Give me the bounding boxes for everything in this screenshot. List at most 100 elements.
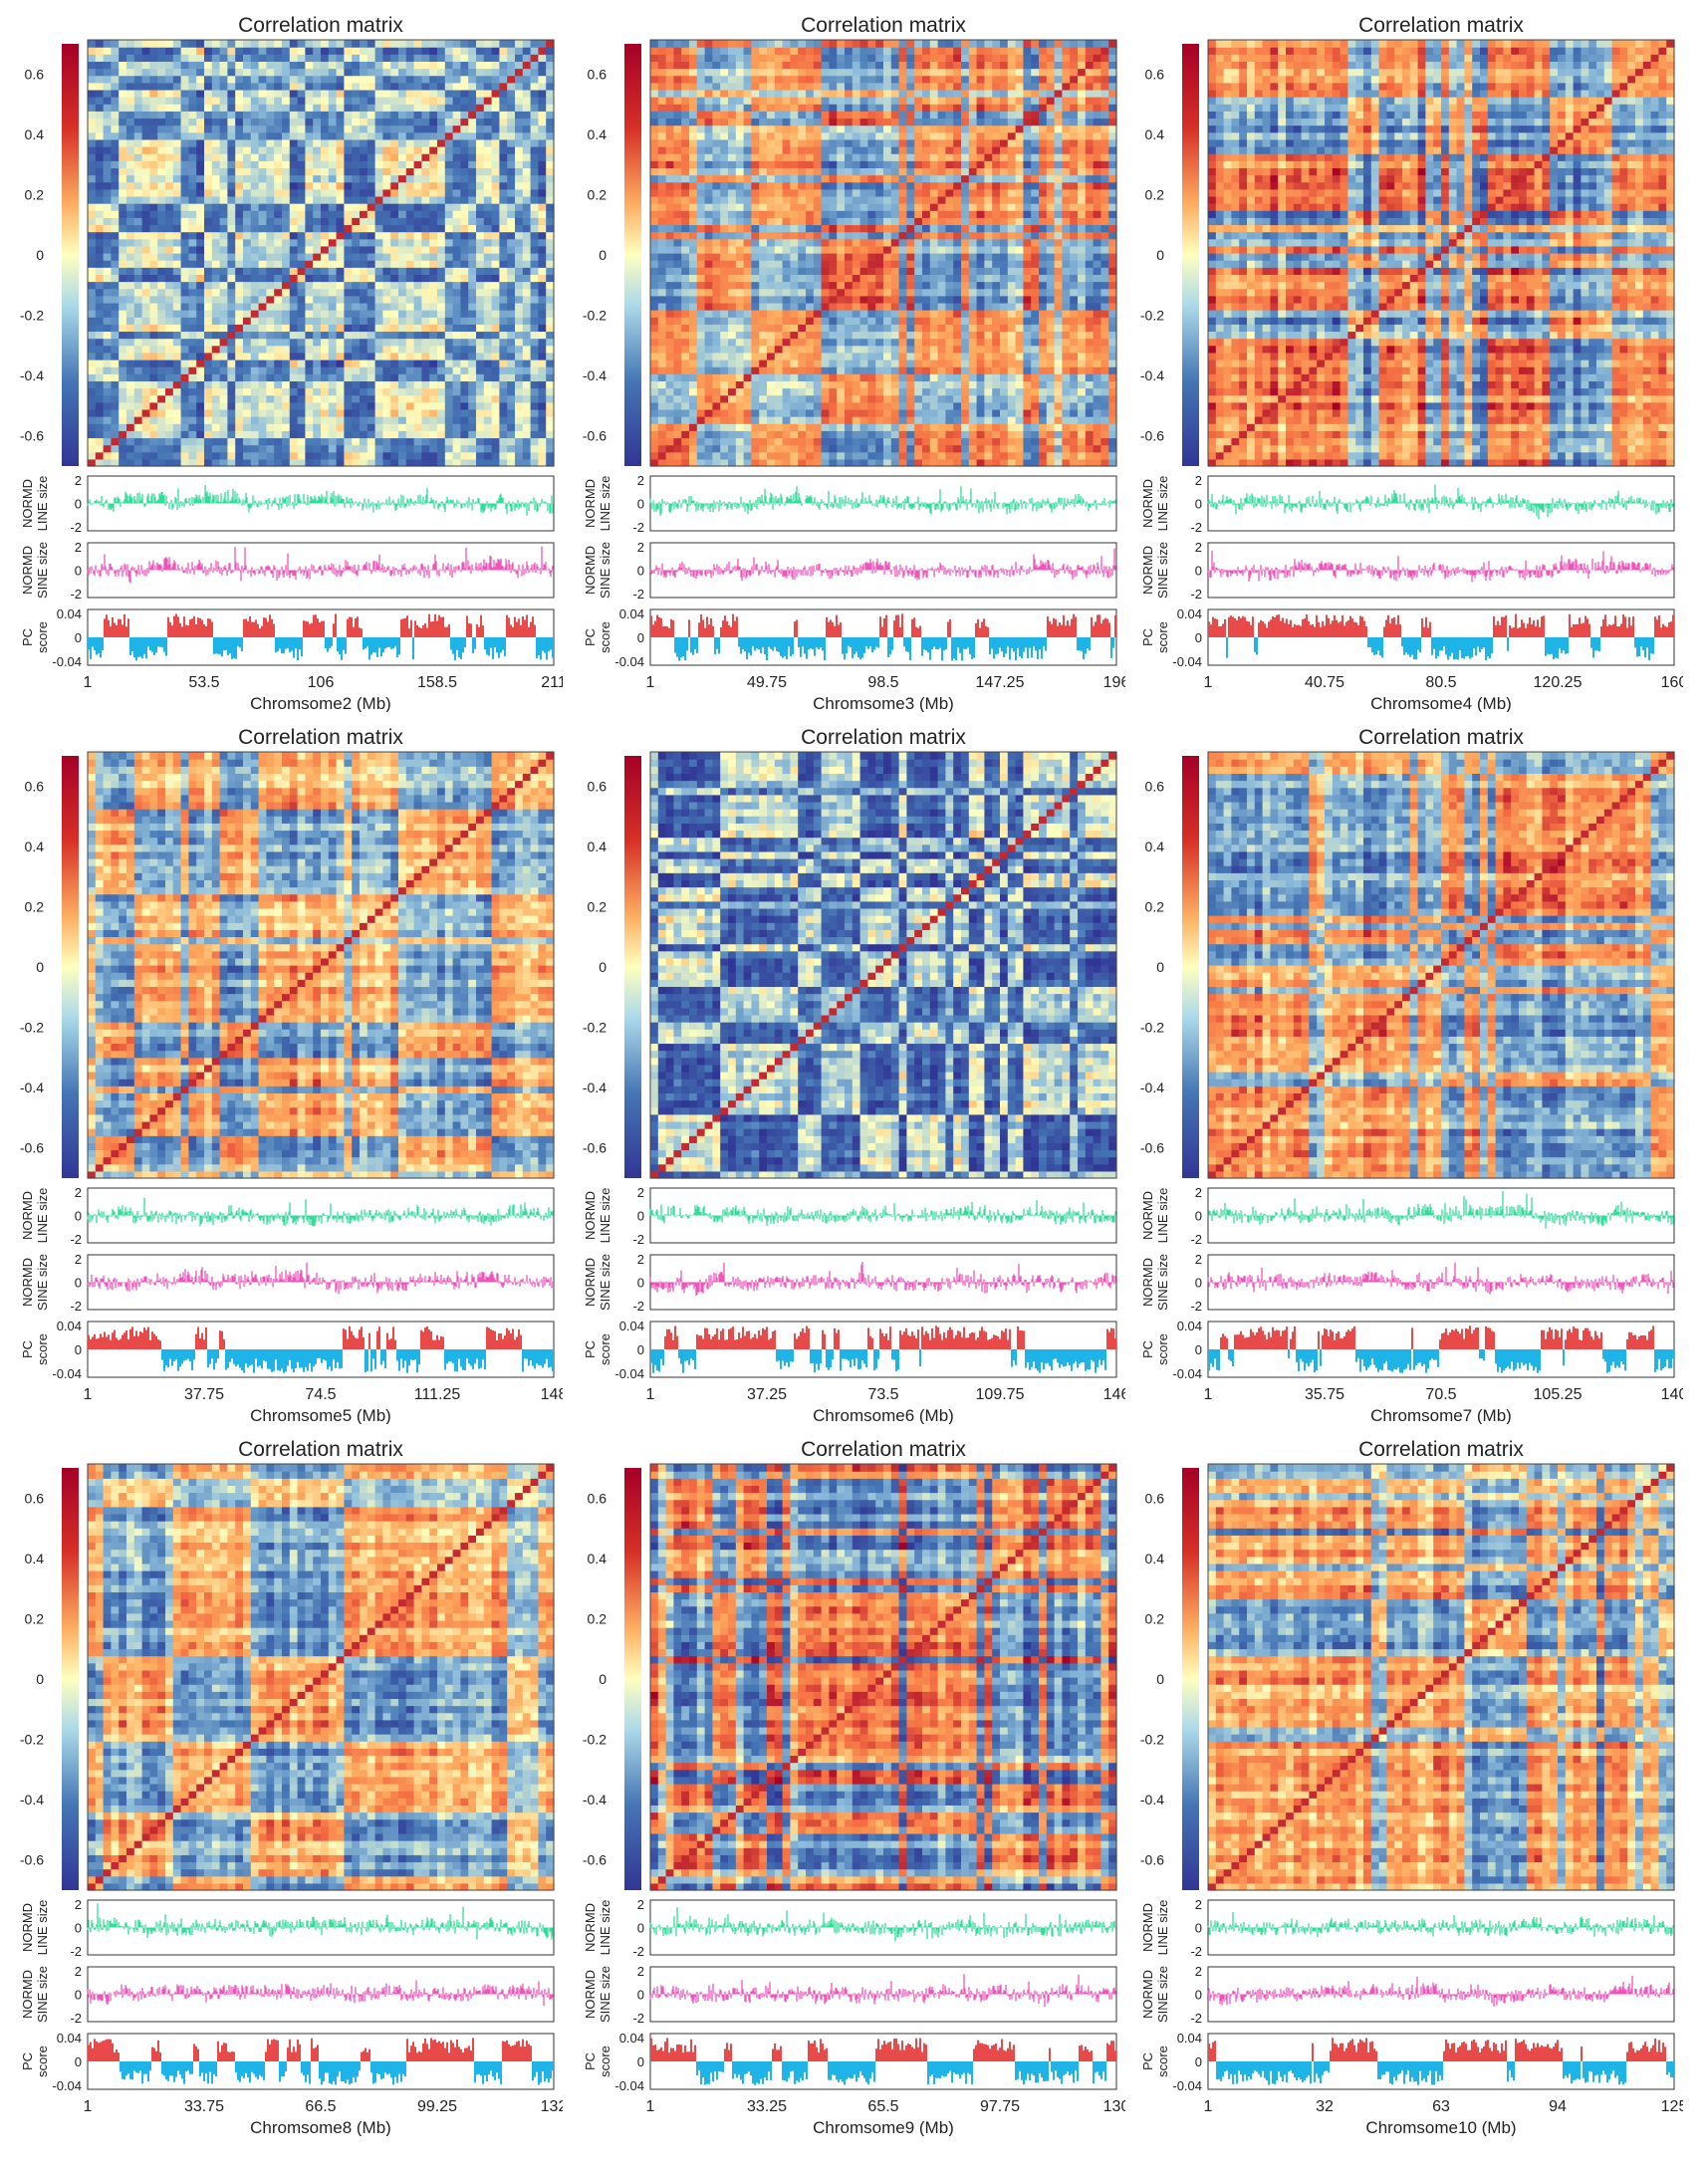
- chromosome-panel: Correlation matrix 0.6 0.4 0.2 0 -0.2 -0.4 -0.6…: [20, 1438, 563, 2136]
- track-tick-label: -2: [70, 2011, 82, 2026]
- chromosome-panel: Correlation matrix 0.6 0.4 0.2 0 -0.2 -0.4 -0.6…: [1140, 726, 1683, 1424]
- track-line-signal: [649, 1200, 1116, 1226]
- track-tick-label: 2: [1195, 1964, 1202, 1979]
- heatmap-title: Correlation matrix: [238, 14, 403, 37]
- pc-positive-bars: [88, 1326, 522, 1349]
- track-tick-label: 0: [75, 564, 82, 579]
- pc-positive-bars: [1220, 1326, 1654, 1349]
- colorbar-tick-label: -0.4: [20, 1080, 44, 1095]
- track-tick-label: 0: [1195, 564, 1202, 579]
- colorbar-tick-label: 0.4: [25, 126, 45, 142]
- colorbar-tick-label: 0.2: [1145, 186, 1165, 202]
- track-tick-label: -0.04: [1172, 2078, 1202, 2093]
- track-tick-label: 2: [637, 473, 644, 488]
- colorbar: [62, 1468, 79, 1890]
- colorbar-tick-label: 0.2: [1145, 1610, 1165, 1626]
- colorbar-tick-label: -0.6: [1140, 1140, 1164, 1156]
- track-sine-signal: [1207, 1975, 1674, 2007]
- x-tick-label: 1: [646, 1386, 655, 1403]
- track-tick-label: -0.04: [1172, 1366, 1202, 1381]
- track-line-signal: [649, 1907, 1116, 1942]
- colorbar: [624, 44, 641, 466]
- track-tick-label: 0: [1195, 1988, 1202, 2003]
- track-sine-signal: [87, 1980, 554, 2006]
- x-tick-label: 33.75: [184, 2098, 224, 2115]
- colorbar-tick-label: -0.4: [1140, 1080, 1164, 1095]
- track-tick-label: 0: [637, 564, 644, 579]
- pc-negative-bars: [1216, 2061, 1674, 2085]
- heatmap-matrix: [88, 1464, 555, 1891]
- pc-negative-bars: [1226, 637, 1654, 661]
- track-tick-label: -0.04: [614, 654, 644, 669]
- colorbar-tick-label: 0.2: [25, 186, 45, 202]
- x-tick-label: 120.25: [1534, 674, 1583, 691]
- colorbar-tick-label: -0.2: [583, 308, 607, 324]
- x-axis-label: Chromsome6 (Mb): [813, 1406, 954, 1424]
- pc-positive-bars: [104, 613, 536, 637]
- track-sine-signal: [1207, 1262, 1674, 1295]
- colorbar-tick-label: 0: [36, 1671, 44, 1687]
- track-sine: 2 0 -2 NORMDSINE size: [583, 1964, 1117, 2026]
- track-line: 2 0 -2 NORMDLINE size: [1140, 473, 1675, 535]
- pc-positive-bars: [88, 2038, 532, 2061]
- track-line: 2 0 -2 NORMDLINE size: [583, 1185, 1117, 1247]
- track-label: NORMDLINE size: [583, 1188, 612, 1244]
- colorbar-tick-label: 0.4: [1145, 1551, 1165, 1566]
- colorbar-tick-label: -0.6: [583, 428, 607, 444]
- track-label: PCscore: [583, 621, 612, 653]
- track-tick-label: -2: [70, 520, 82, 535]
- track-line: 2 0 -2 NORMDLINE size: [20, 473, 555, 535]
- x-tick-label: 49.75: [747, 674, 787, 691]
- track-label: PCscore: [1140, 2046, 1170, 2077]
- colorbar-tick-label: -0.2: [583, 1020, 607, 1036]
- colorbar-tick-label: 0.2: [1145, 898, 1165, 914]
- colorbar-tick-label: 0.4: [588, 1551, 608, 1566]
- track-line: 2 0 -2 NORMDLINE size: [583, 473, 1117, 535]
- x-tick-label: 94: [1549, 2098, 1567, 2115]
- x-tick-label: 211: [541, 674, 563, 691]
- x-axis-label: Chromsome7 (Mb): [1370, 1406, 1512, 1424]
- heatmap-matrix: [650, 752, 1117, 1179]
- colorbar: [624, 1468, 641, 1890]
- track-tick-label: -2: [1190, 2011, 1202, 2026]
- track-tick-label: -2: [1190, 1299, 1202, 1314]
- heatmap-matrix: [88, 40, 555, 467]
- pc-negative-bars: [696, 2061, 1106, 2085]
- colorbar-tick-label: 0.6: [25, 66, 45, 82]
- track-tick-label: 2: [637, 540, 644, 555]
- colorbar-tick-label: 0.2: [25, 1610, 45, 1626]
- track-tick-label: 0: [1195, 2054, 1202, 2069]
- colorbar-tick-label: 0.2: [588, 1610, 608, 1626]
- colorbar-tick-label: 0.4: [1145, 839, 1165, 854]
- track-tick-label: 0: [75, 1988, 82, 2003]
- colorbar-tick-label: -0.2: [20, 1020, 44, 1036]
- heatmap-title: Correlation matrix: [801, 1438, 966, 1461]
- track-label: PCscore: [583, 2046, 612, 2077]
- heatmap-title: Correlation matrix: [1358, 14, 1524, 37]
- track-tick-label: 0: [1195, 630, 1202, 645]
- colorbar-tick-label: 0.2: [588, 186, 608, 202]
- colorbar: [1182, 44, 1199, 466]
- x-tick-label: 37.25: [747, 1386, 787, 1403]
- colorbar-tick-label: -0.6: [1140, 428, 1164, 444]
- track-tick-label: 2: [637, 1897, 644, 1912]
- x-tick-label: 140: [1661, 1386, 1683, 1403]
- track-tick-label: -0.04: [52, 654, 82, 669]
- x-axis-label: Chromsome3 (Mb): [813, 694, 954, 712]
- heatmap-title: Correlation matrix: [1358, 1438, 1524, 1461]
- colorbar-tick-label: -0.6: [583, 1852, 607, 1868]
- track-tick-label: 0.04: [57, 1319, 82, 1333]
- track-label: NORMDSINE size: [583, 1254, 612, 1311]
- colorbar-tick-label: -0.4: [20, 1792, 44, 1808]
- track-sine-signal: [649, 1262, 1116, 1297]
- track-tick-label: 2: [75, 473, 82, 488]
- heatmap-matrix: [88, 752, 555, 1179]
- x-tick-label: 1: [1204, 674, 1213, 691]
- heatmap-matrix: [1208, 752, 1675, 1179]
- chromosome-panel: Correlation matrix 0.6 0.4 0.2 0 -0.2 -0.4 -0.6…: [1140, 14, 1683, 712]
- track-tick-label: -2: [70, 1944, 82, 1959]
